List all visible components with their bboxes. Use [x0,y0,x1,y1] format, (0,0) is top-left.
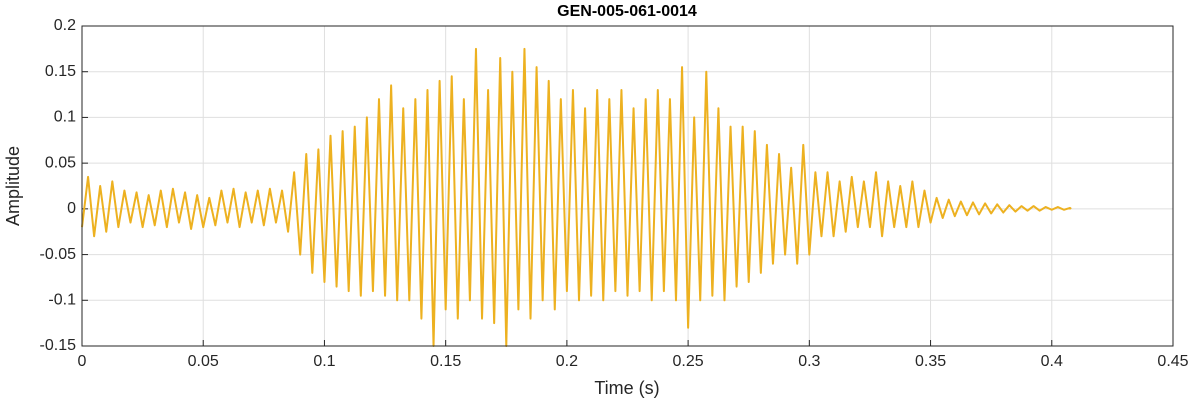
y-tick-label: -0.15 [40,337,77,354]
y-tick-label: 0.15 [45,63,76,80]
plot-border [81,25,1174,347]
y-tick-label: -0.1 [48,292,76,309]
x-axis-label: Time (s) [594,378,659,398]
y-tick-label: 0.2 [54,17,76,34]
waveform-line [81,47,1072,347]
y-tick-label: 0 [67,200,76,217]
x-tick-label: 0 [78,353,87,370]
x-tick-label: 0.25 [673,353,704,370]
x-tick-label: 0.45 [1157,353,1188,370]
x-tick-label: 0.05 [188,353,219,370]
x-tick-label: 0.35 [915,353,946,370]
y-tick-label: 0.1 [54,109,76,126]
y-tick-label: -0.05 [40,246,77,263]
x-tick-label: 0.3 [798,353,820,370]
x-tick-label: 0.1 [313,353,335,370]
y-axis-label: Amplitude [3,146,23,226]
x-tick-label: 0.4 [1041,353,1063,370]
x-tick-label: 0.15 [430,353,461,370]
x-tick-label: 0.2 [556,353,578,370]
chart-title: GEN-005-061-0014 [557,3,697,20]
y-tick-label: 0.05 [45,154,76,171]
